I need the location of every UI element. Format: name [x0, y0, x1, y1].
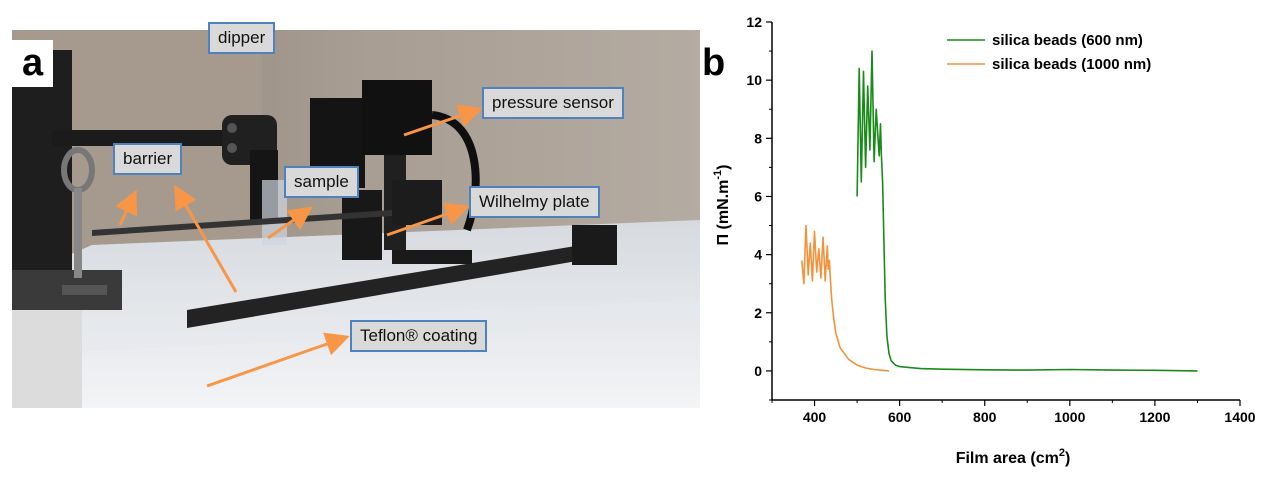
- y-tick-label: 6: [754, 188, 762, 204]
- chart-panel: b 400 600 800 1000 1200 1400 0 2 4 6 8 10 12 silica …: [700, 0, 1264, 473]
- x-tick-label: 1000: [1054, 409, 1085, 425]
- pressure-sensor-body: [362, 80, 432, 155]
- x-tick-label: 400: [803, 409, 827, 425]
- setup-photo-panel: dipper barrier sample pressure sensor Wi…: [12, 22, 700, 408]
- y-tick-label: 12: [746, 14, 762, 30]
- dipper-label: dipper: [208, 22, 276, 54]
- series-line-2: [801, 224, 890, 372]
- series-line-1: [856, 50, 1198, 372]
- y-axis-label: Π (mN.m-1): [712, 165, 732, 246]
- barrier-label: barrier: [113, 143, 183, 175]
- legend-label-1: silica beads (600 nm): [992, 32, 1143, 49]
- x-tick-label: 1400: [1224, 409, 1255, 425]
- y-tick-label: 8: [754, 130, 762, 146]
- sample-label: sample: [284, 166, 359, 198]
- y-tick-label: 4: [754, 247, 762, 263]
- teflon-coating-label: Teflon® coating: [350, 320, 488, 352]
- legend-label-2: silica beads (1000 nm): [992, 56, 1151, 73]
- barrier-front: [187, 240, 612, 328]
- y-tick-label: 10: [746, 72, 762, 88]
- x-tick-label: 800: [973, 409, 997, 425]
- pressure-sensor-label: pressure sensor: [482, 87, 624, 119]
- y-tick-label: 2: [754, 305, 762, 321]
- x-axis-label: Film area (cm2): [956, 447, 1071, 467]
- panel-b-letter: b: [702, 42, 726, 84]
- panel-a-letter: a: [12, 40, 54, 87]
- dipper-arm: [52, 130, 242, 146]
- isotherm-chart: 400 600 800 1000 1200 1400 0 2 4 6 8 10 12 silica be…: [712, 14, 1256, 467]
- x-tick-label: 600: [888, 409, 912, 425]
- y-tick-label: 0: [754, 363, 762, 379]
- wilhelmy-plate-label: Wilhelmy plate: [469, 186, 600, 218]
- barrier-rear: [92, 210, 392, 236]
- x-tick-label: 1200: [1139, 409, 1170, 425]
